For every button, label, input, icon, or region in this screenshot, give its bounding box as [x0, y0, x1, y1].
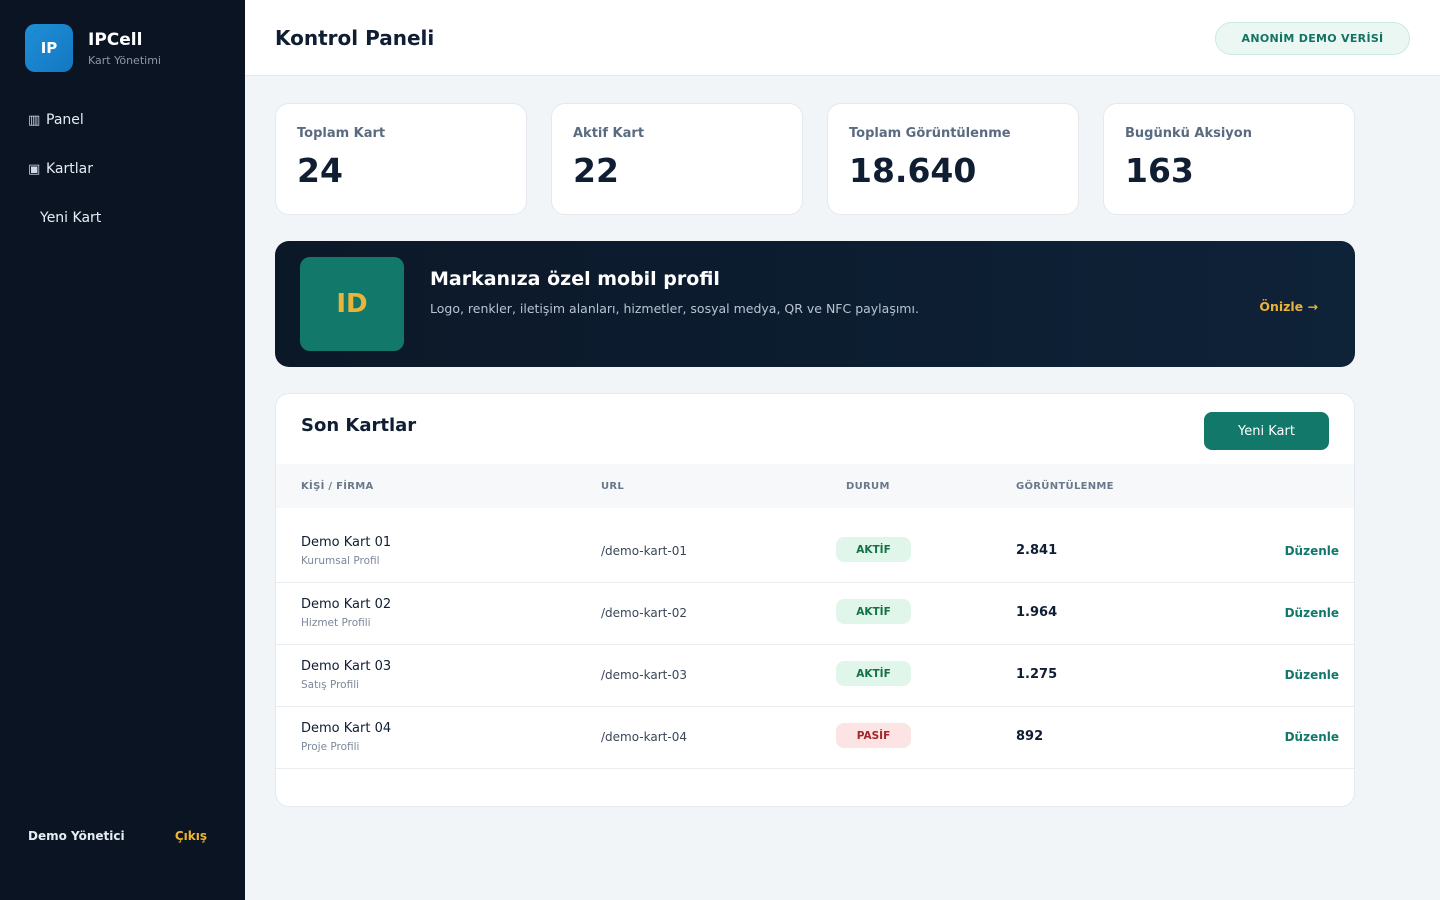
sidebar-item-panel[interactable]: ▥ Panel — [28, 108, 101, 132]
cell-name: Demo Kart 02 Hizmet Profili — [301, 597, 391, 629]
sidebar-item-label: Kartlar — [46, 161, 93, 177]
demo-data-badge: ANONİM DEMO VERİSİ — [1215, 22, 1410, 55]
brand-subtitle: Kart Yönetimi — [88, 54, 161, 67]
stat-value: 22 — [573, 151, 619, 190]
header: Kontrol Paneli ANONİM DEMO VERİSİ — [245, 0, 1440, 76]
card-type: Hizmet Profili — [301, 617, 371, 629]
card-url: /demo-kart-01 — [601, 544, 687, 558]
panel-title: Son Kartlar — [301, 415, 417, 436]
view-count: 892 — [1016, 729, 1044, 744]
edit-link[interactable]: Düzenle — [1284, 668, 1339, 682]
page-title: Kontrol Paneli — [275, 26, 435, 50]
card-url: /demo-kart-03 — [601, 668, 687, 682]
sidebar-footer: Demo Yönetici Çıkış — [28, 829, 207, 843]
stat-card-today-actions: Bugünkü Aksiyon 163 — [1103, 103, 1355, 215]
card-type: Kurumsal Profil — [301, 555, 380, 567]
sidebar-item-label: Yeni Kart — [40, 210, 102, 226]
sidebar-item-label: Panel — [46, 112, 84, 128]
brand-name: IPCell — [88, 30, 143, 50]
cell-name: Demo Kart 01 Kurumsal Profil — [301, 535, 391, 567]
status-badge: AKTİF — [836, 599, 911, 624]
status-badge: AKTİF — [836, 537, 911, 562]
cell-name: Demo Kart 03 Satış Profili — [301, 659, 391, 691]
view-count: 1.964 — [1016, 605, 1058, 620]
stat-value: 18.640 — [849, 151, 977, 190]
cell-name: Demo Kart 04 Proje Profili — [301, 721, 391, 753]
sidebar-nav: ▥ Panel ▣ Kartlar Yeni Kart — [28, 108, 101, 255]
stat-value: 163 — [1125, 151, 1194, 190]
stat-card-active-cards: Aktif Kart 22 — [551, 103, 803, 215]
card-name: Demo Kart 01 — [301, 535, 392, 550]
stats-row: Toplam Kart 24 Aktif Kart 22 Toplam Görü… — [275, 103, 1379, 215]
stat-card-total-views: Toplam Görüntülenme 18.640 — [827, 103, 1079, 215]
chart-bar-icon: ▥ — [28, 112, 41, 128]
brand-text: IPCell Kart Yönetimi — [88, 29, 161, 67]
card-icon: ▣ — [28, 161, 41, 177]
stat-value: 24 — [297, 151, 343, 190]
column-header-views: GÖRÜNTÜLENME — [1016, 481, 1114, 492]
logout-link[interactable]: Çıkış — [174, 829, 207, 843]
edit-link[interactable]: Düzenle — [1284, 730, 1339, 744]
preview-link[interactable]: Önizle → — [1259, 299, 1318, 314]
view-count: 1.275 — [1016, 667, 1058, 682]
card-name: Demo Kart 02 — [301, 597, 392, 612]
table-row: Demo Kart 04 Proje Profili /demo-kart-04… — [276, 707, 1354, 769]
card-type: Satış Profili — [301, 679, 360, 691]
brand-logo: IP — [25, 24, 73, 72]
status-badge: AKTİF — [836, 661, 911, 686]
stat-label: Bugünkü Aksiyon — [1125, 126, 1252, 141]
column-header-status: DURUM — [846, 481, 890, 492]
table-row: Demo Kart 01 Kurumsal Profil /demo-kart-… — [276, 521, 1354, 583]
column-header-name: KİŞİ / FİRMA — [301, 481, 374, 492]
table-row: Demo Kart 02 Hizmet Profili /demo-kart-0… — [276, 583, 1354, 645]
edit-link[interactable]: Düzenle — [1284, 606, 1339, 620]
banner-description: Logo, renkler, iletişim alanları, hizmet… — [430, 301, 919, 316]
stat-label: Aktif Kart — [573, 126, 645, 141]
card-name: Demo Kart 03 — [301, 659, 392, 674]
card-url: /demo-kart-04 — [601, 730, 687, 744]
brand[interactable]: IP IPCell Kart Yönetimi — [25, 24, 161, 72]
stat-label: Toplam Kart — [297, 126, 386, 141]
stat-label: Toplam Görüntülenme — [849, 126, 1011, 141]
view-count: 2.841 — [1016, 543, 1058, 558]
status-badge: PASİF — [836, 723, 911, 748]
sidebar-item-kartlar[interactable]: ▣ Kartlar — [28, 157, 101, 181]
user-name: Demo Yönetici — [28, 829, 125, 843]
card-type: Proje Profili — [301, 741, 360, 753]
edit-link[interactable]: Düzenle — [1284, 544, 1339, 558]
table-header: KİŞİ / FİRMA URL DURUM GÖRÜNTÜLENME — [276, 464, 1354, 508]
card-url: /demo-kart-02 — [601, 606, 687, 620]
sidebar-item-yeni-kart[interactable]: Yeni Kart — [28, 206, 101, 230]
banner-logo: ID — [300, 257, 404, 351]
recent-cards-panel: Son Kartlar Yeni Kart KİŞİ / FİRMA URL D… — [275, 393, 1355, 807]
sidebar: IP IPCell Kart Yönetimi ▥ Panel ▣ Kartla… — [0, 0, 245, 900]
stat-card-total-cards: Toplam Kart 24 — [275, 103, 527, 215]
column-header-url: URL — [601, 481, 625, 492]
table-row: Demo Kart 03 Satış Profili /demo-kart-03… — [276, 645, 1354, 707]
banner-title: Markanıza özel mobil profil — [430, 268, 720, 290]
new-card-button[interactable]: Yeni Kart — [1204, 412, 1329, 450]
card-name: Demo Kart 04 — [301, 721, 392, 736]
promo-banner: ID Markanıza özel mobil profil Logo, ren… — [275, 241, 1355, 367]
